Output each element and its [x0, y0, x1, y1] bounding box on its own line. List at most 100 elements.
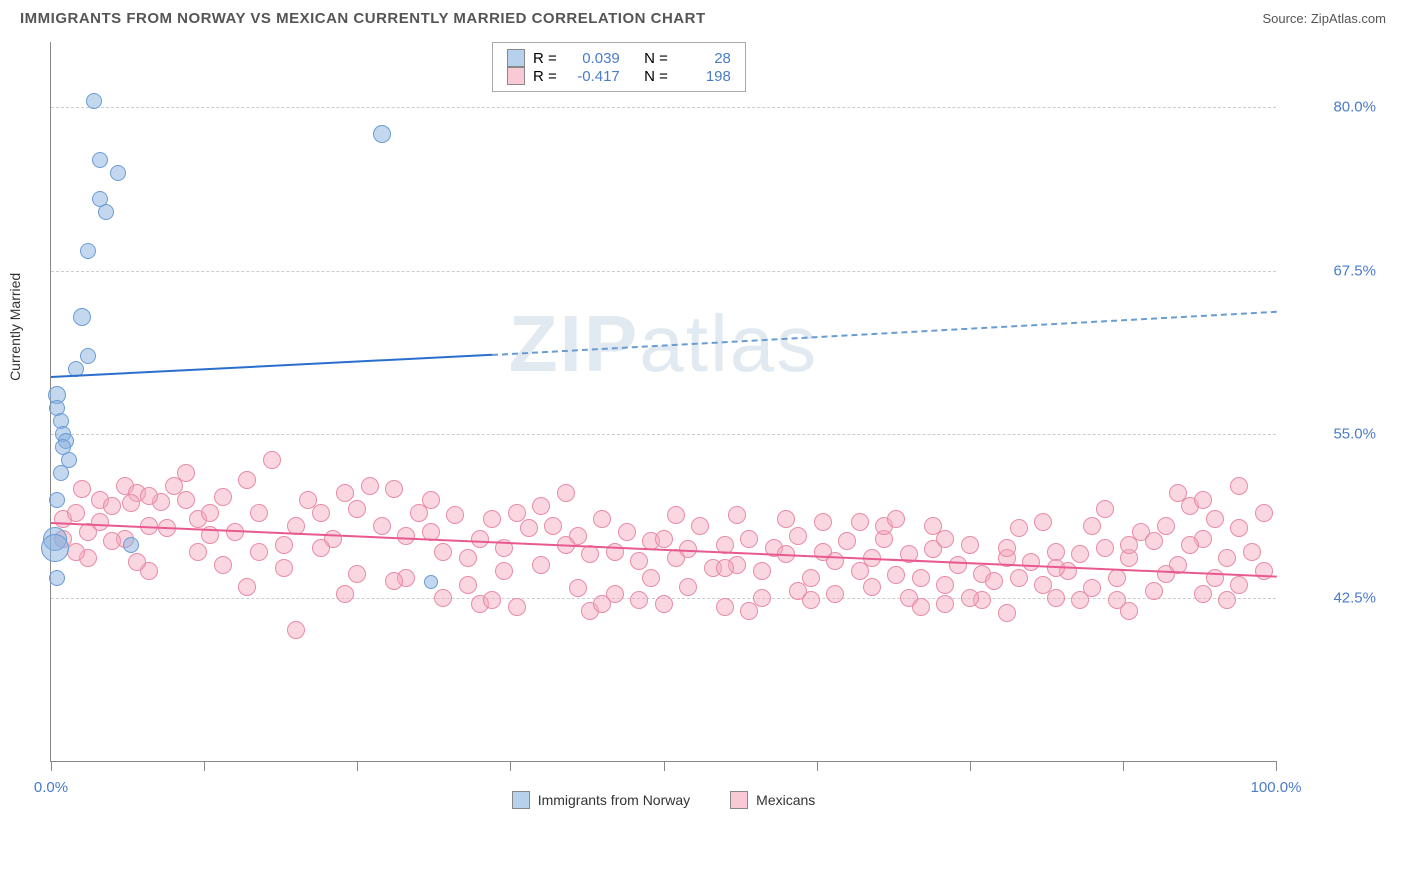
swatch-blue	[507, 49, 525, 67]
n-value-norway: 28	[676, 50, 731, 67]
n-value-mexicans: 198	[676, 68, 731, 85]
data-point	[1034, 513, 1052, 531]
data-point	[177, 464, 195, 482]
data-point	[544, 517, 562, 535]
data-point	[1181, 536, 1199, 554]
data-point	[1230, 519, 1248, 537]
data-point	[263, 451, 281, 469]
gridline	[51, 107, 1276, 108]
data-point	[630, 591, 648, 609]
data-point	[691, 517, 709, 535]
data-point	[49, 492, 65, 508]
y-tick-label: 55.0%	[1286, 426, 1376, 443]
gridline	[51, 271, 1276, 272]
gridline	[51, 434, 1276, 435]
data-point	[214, 556, 232, 574]
data-point	[532, 497, 550, 515]
x-tick-label: 0.0%	[34, 779, 68, 796]
data-point	[998, 539, 1016, 557]
legend-item-norway: Immigrants from Norway	[512, 791, 690, 809]
y-tick-label: 42.5%	[1286, 589, 1376, 606]
data-point	[41, 534, 69, 562]
data-point	[789, 582, 807, 600]
data-point	[336, 484, 354, 502]
data-point	[312, 504, 330, 522]
data-point	[1230, 477, 1248, 495]
chart: Currently Married ZIPatlas R = 0.039 N =…	[50, 42, 1386, 812]
data-point	[434, 589, 452, 607]
data-point	[1218, 591, 1236, 609]
x-tick	[970, 761, 971, 771]
data-point	[569, 527, 587, 545]
data-point	[508, 598, 526, 616]
data-point	[924, 517, 942, 535]
data-point	[740, 530, 758, 548]
data-point	[679, 578, 697, 596]
data-point	[1108, 591, 1126, 609]
data-point	[123, 537, 139, 553]
data-point	[1071, 545, 1089, 563]
data-point	[630, 552, 648, 570]
data-point	[434, 543, 452, 561]
data-point	[73, 308, 91, 326]
y-tick-label: 67.5%	[1286, 262, 1376, 279]
data-point	[753, 562, 771, 580]
y-axis-title: Currently Married	[7, 273, 23, 381]
data-point	[67, 543, 85, 561]
data-point	[287, 621, 305, 639]
data-point	[250, 504, 268, 522]
data-point	[887, 510, 905, 528]
x-tick	[1123, 761, 1124, 771]
x-tick	[510, 761, 511, 771]
data-point	[912, 569, 930, 587]
data-point	[1255, 562, 1273, 580]
legend-item-mexicans: Mexicans	[730, 791, 815, 809]
data-point	[422, 491, 440, 509]
data-point	[424, 575, 438, 589]
data-point	[483, 591, 501, 609]
data-point	[667, 506, 685, 524]
data-point	[275, 559, 293, 577]
series-legend: Immigrants from Norway Mexicans	[51, 791, 1276, 809]
data-point	[998, 604, 1016, 622]
data-point	[238, 471, 256, 489]
data-point	[189, 543, 207, 561]
data-point	[655, 595, 673, 613]
data-point	[201, 504, 219, 522]
data-point	[91, 513, 109, 531]
r-value-mexicans: -0.417	[565, 68, 620, 85]
data-point	[826, 552, 844, 570]
data-point	[1010, 519, 1028, 537]
data-point	[1120, 536, 1138, 554]
data-point	[250, 543, 268, 561]
data-point	[593, 510, 611, 528]
data-point	[716, 559, 734, 577]
data-point	[593, 595, 611, 613]
data-point	[1218, 549, 1236, 567]
source-link[interactable]: ZipAtlas.com	[1311, 11, 1386, 26]
data-point	[1083, 517, 1101, 535]
data-point	[826, 585, 844, 603]
data-point	[67, 504, 85, 522]
data-point	[1096, 500, 1114, 518]
data-point	[128, 553, 146, 571]
x-tick	[817, 761, 818, 771]
data-point	[851, 513, 869, 531]
data-point	[789, 527, 807, 545]
data-point	[1108, 569, 1126, 587]
data-point	[863, 578, 881, 596]
data-point	[103, 532, 121, 550]
swatch-blue	[512, 791, 530, 809]
data-point	[1047, 589, 1065, 607]
data-point	[949, 556, 967, 574]
data-point	[569, 579, 587, 597]
data-point	[642, 569, 660, 587]
data-point	[618, 523, 636, 541]
data-point	[1096, 539, 1114, 557]
data-point	[912, 598, 930, 616]
data-point	[740, 602, 758, 620]
x-tick	[204, 761, 205, 771]
data-point	[122, 494, 140, 512]
data-point	[103, 497, 121, 515]
x-tick	[1276, 761, 1277, 771]
